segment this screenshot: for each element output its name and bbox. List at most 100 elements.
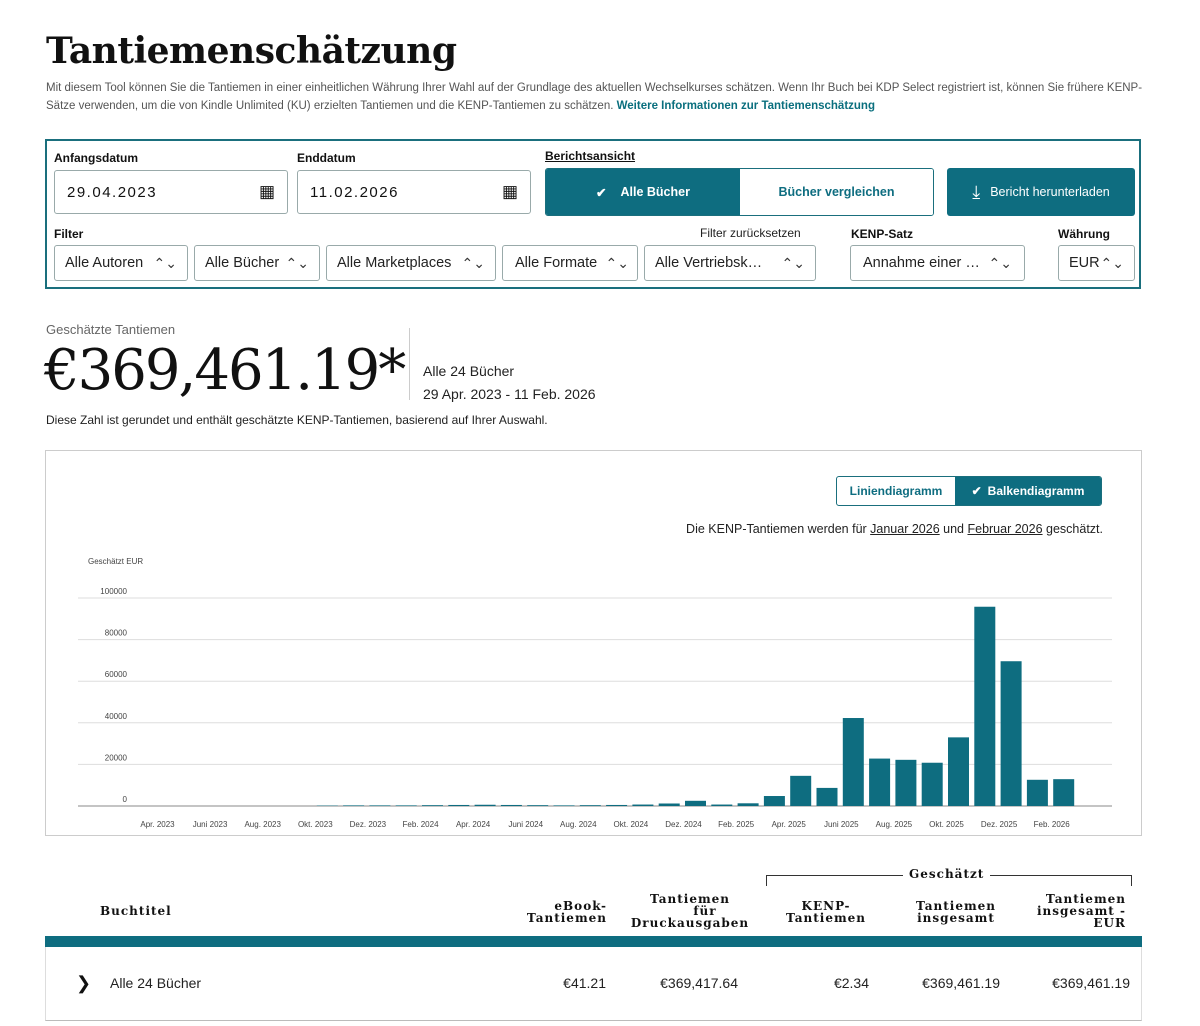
bar (474, 804, 496, 806)
format-select[interactable]: Alle Formate ⌃⌄ (502, 245, 638, 281)
bar (711, 804, 733, 806)
x-tick-label: Aug. 2024 (560, 820, 597, 829)
bar (763, 796, 785, 806)
bar (658, 803, 680, 806)
line-chart-option[interactable]: Liniendiagramm (849, 484, 943, 498)
col-header-total[interactable]: Tantiemen insgesamt (904, 900, 1008, 924)
summary-books: Alle 24 Bücher (423, 363, 515, 379)
y-tick-label: 80000 (105, 629, 128, 638)
calendar-icon[interactable]: ▦ (501, 182, 518, 201)
format-select-value: Alle Formate (515, 255, 598, 271)
kenp-note-mid: und (939, 522, 968, 536)
col-header-ebook[interactable]: eBook- Tantiemen (520, 900, 607, 924)
x-tick-label: Dez. 2023 (350, 820, 387, 829)
start-date-field[interactable]: 29.04.2023 ▦ (54, 170, 288, 214)
report-view-label: Berichtsansicht (545, 149, 636, 163)
book-select[interactable]: Alle Bücher ⌃⌄ (194, 245, 320, 281)
download-icon: ⤓ (972, 181, 981, 202)
bar (343, 805, 365, 806)
reset-filters-link[interactable]: Filter zurücksetzen (700, 226, 801, 240)
table-header-bar (45, 936, 1142, 947)
royalties-bar-chart: Geschätzt EUR 0 20000 40000 60000 80000 100000… (78, 557, 1112, 829)
marketplace-select-value: Alle Marketplaces (337, 255, 452, 271)
summary-note: Diese Zahl ist gerundet und enthält gesc… (46, 413, 548, 427)
x-tick-label: Aug. 2023 (244, 820, 281, 829)
marketplace-select[interactable]: Alle Marketplaces ⌃⌄ (326, 245, 496, 281)
y-axis-label: Geschätzt EUR (88, 557, 143, 566)
calendar-icon[interactable]: ▦ (258, 182, 275, 201)
col-header-total-eur[interactable]: Tantiemen insgesamt - EUR (1030, 893, 1126, 929)
kenp-note-post: geschätzt. (1042, 522, 1103, 536)
table-row: ❯ Alle 24 Bücher €41.21 €369,417.64 €2.3… (45, 947, 1142, 1021)
bar (1053, 779, 1075, 806)
col-header-total-l2: insgesamt (917, 911, 995, 925)
bar (948, 737, 969, 806)
x-tick-label: Aug. 2025 (876, 820, 913, 829)
download-report-button[interactable]: ⤓ Bericht herunterladen (947, 168, 1135, 216)
x-tick-label: Dez. 2025 (981, 820, 1018, 829)
x-tick-label: Juni 2023 (193, 820, 228, 829)
description-text: Mit diesem Tool können Sie die Tantiemen… (46, 82, 1143, 112)
y-tick-label: 20000 (105, 753, 128, 762)
bar-chart-option[interactable]: ✔ Balkendiagramm (955, 477, 1101, 505)
chevron-updown-icon: ⌃⌄ (988, 254, 1012, 271)
bar (369, 805, 391, 806)
chart-type-toggle: Liniendiagramm ✔ Balkendiagramm (836, 476, 1102, 506)
more-info-link[interactable]: Weitere Informationen zur Tantiemenschät… (616, 100, 875, 112)
book-select-value: Alle Bücher (205, 255, 280, 271)
col-header-print[interactable]: Tantiemen für Druckausgaben (628, 893, 752, 929)
row-print: €369,417.64 (660, 975, 738, 991)
y-tick-label: 0 (123, 795, 128, 804)
bar (553, 805, 575, 806)
currency-label: Währung (1058, 227, 1110, 241)
author-select-value: Alle Autoren (65, 255, 144, 271)
col-header-kenp[interactable]: KENP- Tantiemen (781, 900, 871, 924)
chevron-updown-icon: ⌃⌄ (605, 254, 629, 271)
start-date-label: Anfangsdatum (54, 151, 138, 165)
kenp-rate-select-value: Annahme einer … (863, 255, 980, 271)
y-tick-label: 100000 (100, 587, 127, 596)
y-tick-label: 60000 (105, 670, 128, 679)
end-date-field[interactable]: 11.02.2026 ▦ (297, 170, 531, 214)
bar (790, 775, 812, 806)
bar (448, 804, 470, 806)
kenp-rate-select[interactable]: Annahme einer … ⌃⌄ (850, 245, 1025, 281)
all-books-option[interactable]: ✔ Alle Bücher (546, 169, 740, 215)
channel-select[interactable]: Alle Vertriebsk… ⌃⌄ (644, 245, 816, 281)
col-header-title[interactable]: Buchtitel (100, 904, 172, 918)
bar (579, 805, 601, 806)
x-tick-label: Okt. 2023 (298, 820, 333, 829)
estimated-royalties-label: Geschätzte Tantiemen (46, 322, 176, 337)
bar (1000, 661, 1022, 806)
chevron-updown-icon: ⌃⌄ (461, 254, 485, 271)
kenp-month-link-1[interactable]: Januar 2026 (870, 522, 940, 536)
page-title: Tantiemenschätzung (46, 30, 457, 72)
bar (816, 787, 838, 806)
kenp-note-pre: Die KENP-Tantiemen werden für (686, 522, 871, 536)
y-tick-label: 40000 (105, 712, 128, 721)
all-books-label: Alle Bücher (620, 185, 690, 199)
channel-select-value: Alle Vertriebsk… (655, 255, 763, 271)
kenp-estimate-note: Die KENP-Tantiemen werden für Januar 202… (500, 522, 1103, 536)
summary-date-range: 29 Apr. 2023 - 11 Feb. 2026 (423, 386, 596, 402)
estimated-group-header: Geschätzt (903, 868, 991, 880)
col-header-eur-l3: EUR (1093, 916, 1126, 930)
author-select[interactable]: Alle Autoren ⌃⌄ (54, 245, 188, 281)
col-header-kenp-l1: KENP- (801, 899, 851, 913)
chevron-right-icon[interactable]: ❯ (76, 973, 92, 993)
compare-books-option[interactable]: Bücher vergleichen (740, 169, 933, 215)
kenp-month-link-2[interactable]: Februar 2026 (967, 522, 1043, 536)
currency-select-value: EUR (1069, 255, 1100, 271)
bar (737, 803, 759, 806)
currency-select[interactable]: EUR ⌃⌄ (1058, 245, 1135, 281)
x-tick-label: Juni 2024 (508, 820, 543, 829)
chevron-updown-icon: ⌃⌄ (285, 254, 309, 271)
x-tick-label: Apr. 2024 (456, 820, 491, 829)
page-description: Mit diesem Tool können Sie die Tantiemen… (46, 79, 1156, 115)
summary-divider (409, 328, 410, 400)
bar (842, 718, 864, 806)
col-header-total-l1: Tantiemen (915, 899, 997, 913)
bar (869, 758, 891, 806)
row-title[interactable]: Alle 24 Bücher (110, 975, 202, 991)
bar (921, 762, 943, 806)
